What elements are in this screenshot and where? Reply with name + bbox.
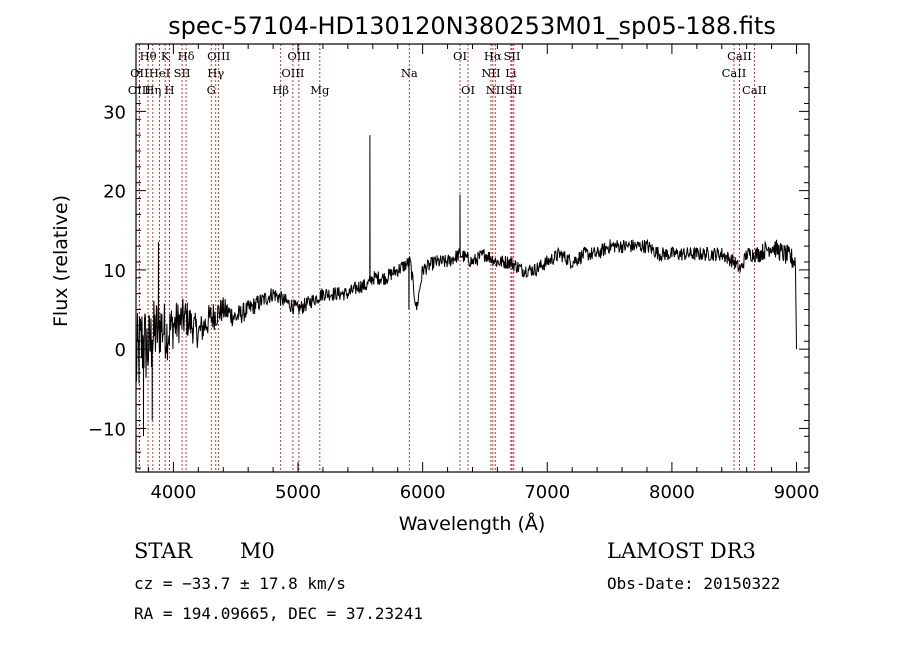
spectral-line-label: CaII xyxy=(742,83,767,97)
x-axis-label: Wavelength (Å) xyxy=(399,512,546,535)
spectral-line-label: SII xyxy=(174,66,191,80)
spectral-line-label: OIII xyxy=(207,49,230,63)
survey-name: LAMOST DR3 xyxy=(607,539,756,563)
spectral-line-label: SII xyxy=(505,83,522,97)
spectral-line-label: Hα xyxy=(484,49,502,63)
x-tick-label: 8000 xyxy=(649,482,695,503)
object-subclass: M0 xyxy=(240,539,275,563)
y-tick-label: 0 xyxy=(115,340,126,361)
x-tick-label: 9000 xyxy=(774,482,820,503)
y-tick-label: 10 xyxy=(103,261,126,282)
object-class: STAR xyxy=(134,539,193,563)
spectral-line-label: H xyxy=(165,83,175,97)
spectral-line-label: K xyxy=(161,49,170,63)
x-tick-label: 4000 xyxy=(150,482,196,503)
x-tick-label: 6000 xyxy=(400,482,446,503)
axis-ticks: 4000 5000 6000 7000 8000 9000 −10 0 10 20 30 xyxy=(88,44,819,503)
spectral-line-label: NII xyxy=(481,66,500,80)
spectral-line-label: OII xyxy=(130,66,149,80)
spectral-line-labels: Hθ OII OIII K HeI Hη Hδ SII H OIII Hγ G OIII OIII Hβ Mg… xyxy=(128,49,767,97)
spectral-line-label: Hγ xyxy=(207,66,224,80)
spectral-line-label: Mg xyxy=(310,83,330,97)
spectral-line-label: Li xyxy=(505,66,517,80)
spectral-line-label: OIII xyxy=(287,49,310,63)
coordinates-readout: RA = 194.09665, DEC = 37.23241 xyxy=(134,604,423,623)
y-tick-label: 20 xyxy=(103,182,126,203)
spectral-line-label: G xyxy=(207,83,216,97)
spectral-line-label: HeI xyxy=(149,66,170,80)
spectrum-line xyxy=(135,135,797,437)
spectral-line-label: CaII xyxy=(727,49,752,63)
spectral-line-label: Hδ xyxy=(178,49,195,63)
spectral-line-label: OI xyxy=(453,49,467,63)
spectral-line-label: Hθ xyxy=(140,49,157,63)
spectral-line-label: NII xyxy=(486,83,505,97)
spectral-line-label: Na xyxy=(401,66,418,80)
spectral-line-label: OIII xyxy=(128,83,151,97)
spectral-line-label: CaII xyxy=(722,66,747,80)
x-tick-label: 7000 xyxy=(524,482,570,503)
spectral-line-label: SII xyxy=(504,49,521,63)
y-tick-label: −10 xyxy=(88,419,126,440)
chart-title: spec-57104-HD130120N380253M01_sp05-188.f… xyxy=(168,12,776,40)
y-axis-label: Flux (relative) xyxy=(50,195,72,327)
plot-frame xyxy=(135,43,810,473)
spectral-line-label: Hβ xyxy=(272,83,289,97)
observation-date: Obs-Date: 20150322 xyxy=(607,574,781,593)
y-tick-label: 30 xyxy=(103,102,126,123)
x-tick-label: 5000 xyxy=(275,482,321,503)
spectral-line-label: OI xyxy=(461,83,475,97)
spectral-line-label: Hη xyxy=(144,83,161,97)
redshift-readout: cz = −33.7 ± 17.8 km/s xyxy=(134,574,346,593)
spectral-line-label: OIII xyxy=(281,66,304,80)
